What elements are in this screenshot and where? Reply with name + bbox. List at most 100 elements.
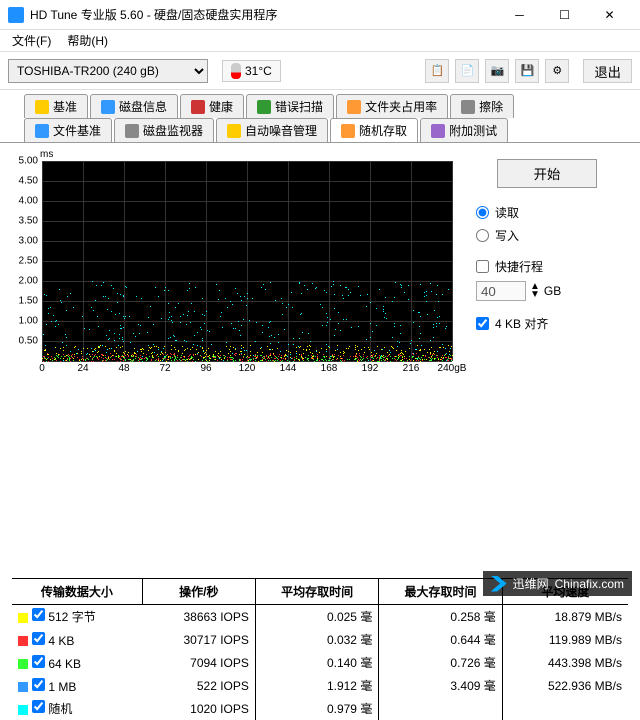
ytick: 5.00 xyxy=(12,156,38,167)
ytick: 3.00 xyxy=(12,236,38,247)
cell-avg: 0.140 毫 xyxy=(255,651,378,674)
read-radio[interactable] xyxy=(476,206,489,219)
mode-read-row[interactable]: 读取 xyxy=(476,204,618,221)
mode-write-row[interactable]: 写入 xyxy=(476,227,618,244)
tab-磁盘监视器[interactable]: 磁盘监视器 xyxy=(114,118,214,142)
cell-max xyxy=(379,697,502,720)
tab-icon xyxy=(257,100,271,114)
watermark-text2: Chinafix.com xyxy=(555,577,624,591)
tab-icon xyxy=(35,100,49,114)
tab-label: 随机存取 xyxy=(359,122,407,139)
tab-错误扫描[interactable]: 错误扫描 xyxy=(246,94,334,118)
series-checkbox[interactable] xyxy=(32,632,45,645)
app-icon xyxy=(8,7,24,23)
chart-area: ms 5.004.504.003.503.002.502.001.501.000… xyxy=(12,149,628,338)
tab-icon xyxy=(431,124,445,138)
copy-text-button[interactable]: 📋 xyxy=(425,59,449,83)
menu-file[interactable]: 文件(F) xyxy=(4,30,59,51)
maximize-button[interactable]: ☐ xyxy=(542,0,587,30)
tab-附加测试[interactable]: 附加测试 xyxy=(420,118,508,142)
tab-label: 基准 xyxy=(53,98,77,115)
size-cell: 4 KB xyxy=(12,628,142,651)
drive-select[interactable]: TOSHIBA-TR200 (240 gB) xyxy=(8,59,208,83)
xtick: 0 xyxy=(39,363,45,374)
series-checkbox[interactable] xyxy=(32,608,45,621)
minimize-button[interactable]: ─ xyxy=(497,0,542,30)
watermark: 迅维网 Chinafix.com xyxy=(483,571,632,596)
cell-avg: 0.979 毫 xyxy=(255,697,378,720)
start-button[interactable]: 开始 xyxy=(497,159,597,188)
align-row[interactable]: 4 KB 对齐 xyxy=(476,315,618,332)
tab-健康[interactable]: 健康 xyxy=(180,94,244,118)
tab-icon xyxy=(227,124,241,138)
tab-label: 自动噪音管理 xyxy=(245,122,317,139)
cell-iops: 522 IOPS xyxy=(142,674,255,697)
read-label: 读取 xyxy=(495,204,519,221)
results-header: 传输数据大小 xyxy=(12,579,142,605)
table-row: 512 字节38663 IOPS0.025 毫0.258 毫18.879 MB/… xyxy=(12,605,628,629)
cell-max: 0.258 毫 xyxy=(379,605,502,629)
xtick: 24 xyxy=(77,363,88,374)
screenshot-button[interactable]: 📷 xyxy=(485,59,509,83)
tab-icon xyxy=(347,100,361,114)
xtick: 240gB xyxy=(438,363,467,374)
chart-container: ms 5.004.504.003.503.002.502.001.501.000… xyxy=(12,149,462,338)
tab-随机存取[interactable]: 随机存取 xyxy=(330,118,418,142)
cell-iops: 38663 IOPS xyxy=(142,605,255,629)
express-checkbox[interactable] xyxy=(476,260,489,273)
cell-avg: 0.025 毫 xyxy=(255,605,378,629)
cell-max: 0.644 毫 xyxy=(379,628,502,651)
xtick: 144 xyxy=(280,363,297,374)
cell-speed xyxy=(502,697,628,720)
ytick: 1.00 xyxy=(12,316,38,327)
tab-擦除[interactable]: 擦除 xyxy=(450,94,514,118)
temperature-display: 31°C xyxy=(222,60,281,82)
table-row: 64 KB7094 IOPS0.140 毫0.726 毫443.398 MB/s xyxy=(12,651,628,674)
cell-max: 3.409 毫 xyxy=(379,674,502,697)
menu-help[interactable]: 帮助(H) xyxy=(59,30,116,51)
chart-ylabel: ms xyxy=(40,149,53,160)
tab-label: 附加测试 xyxy=(449,122,497,139)
ytick: 3.50 xyxy=(12,216,38,227)
chart-canvas xyxy=(42,161,452,361)
tab-label: 擦除 xyxy=(479,98,503,115)
spinner-arrows[interactable]: ▲▼ xyxy=(530,283,540,299)
tab-文件夹占用率[interactable]: 文件夹占用率 xyxy=(336,94,448,118)
write-radio[interactable] xyxy=(476,229,489,242)
express-row[interactable]: 快捷行程 xyxy=(476,258,618,275)
tabs-row-2: 文件基准 磁盘监视器 自动噪音管理 随机存取 附加测试 xyxy=(0,118,640,142)
results-header: 平均存取时间 xyxy=(255,579,378,605)
align-checkbox[interactable] xyxy=(476,317,489,330)
cell-avg: 1.912 毫 xyxy=(255,674,378,697)
series-swatch xyxy=(18,613,28,623)
tab-磁盘信息[interactable]: 磁盘信息 xyxy=(90,94,178,118)
table-row: 随机1020 IOPS0.979 毫 xyxy=(12,697,628,720)
close-button[interactable]: ✕ xyxy=(587,0,632,30)
thermometer-icon xyxy=(231,63,241,79)
y-axis: 5.004.504.003.503.002.502.001.501.000.50 xyxy=(12,161,40,361)
tab-label: 磁盘监视器 xyxy=(143,122,203,139)
tab-基准[interactable]: 基准 xyxy=(24,94,88,118)
tab-文件基准[interactable]: 文件基准 xyxy=(24,118,112,142)
tab-icon xyxy=(125,124,139,138)
ytick: 1.50 xyxy=(12,296,38,307)
series-checkbox[interactable] xyxy=(32,678,45,691)
tab-label: 文件基准 xyxy=(53,122,101,139)
tab-label: 健康 xyxy=(209,98,233,115)
tab-自动噪音管理[interactable]: 自动噪音管理 xyxy=(216,118,328,142)
xtick: 72 xyxy=(159,363,170,374)
xtick: 192 xyxy=(362,363,379,374)
copy-screenshot-button[interactable]: 📄 xyxy=(455,59,479,83)
size-cell: 1 MB xyxy=(12,674,142,697)
series-checkbox[interactable] xyxy=(32,700,45,713)
series-checkbox[interactable] xyxy=(32,655,45,668)
save-button[interactable]: 💾 xyxy=(515,59,539,83)
xtick: 216 xyxy=(403,363,420,374)
exit-button[interactable]: 退出 xyxy=(583,59,632,83)
cell-iops: 1020 IOPS xyxy=(142,697,255,720)
options-button[interactable]: ⚙ xyxy=(545,59,569,83)
xtick: 120 xyxy=(239,363,256,374)
size-cell: 随机 xyxy=(12,697,142,720)
temperature-value: 31°C xyxy=(245,64,272,78)
tab-icon xyxy=(191,100,205,114)
